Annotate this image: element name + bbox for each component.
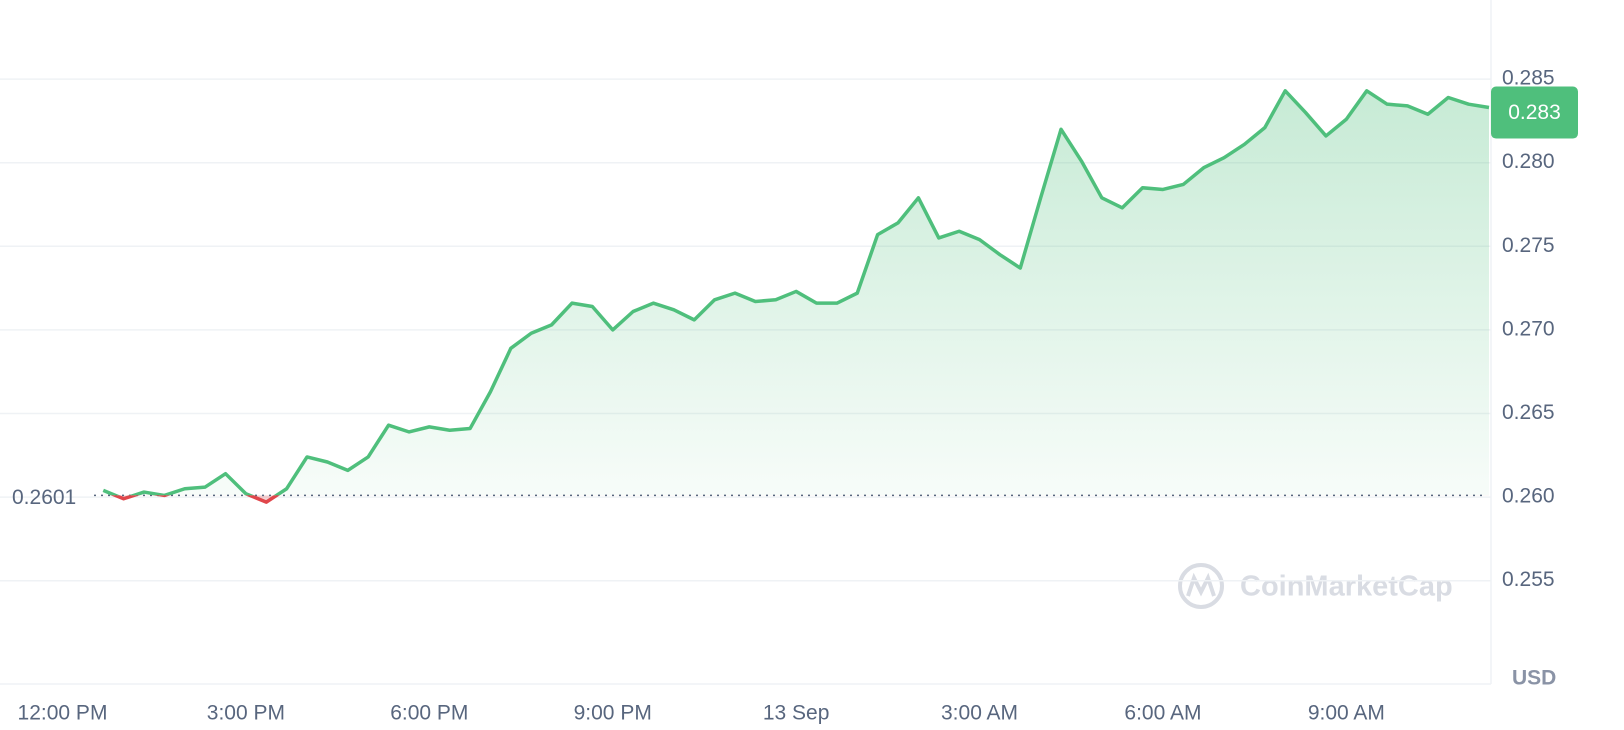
y-tick-label: 0.275 xyxy=(1502,234,1555,257)
baseline-label: 0.2601 xyxy=(12,486,76,509)
watermark-logo xyxy=(1178,563,1224,609)
y-tick-label: 0.260 xyxy=(1502,485,1555,508)
x-tick-label: 12:00 PM xyxy=(18,702,108,725)
watermark-text: CoinMarketCap xyxy=(1240,571,1453,603)
y-tick-label: 0.265 xyxy=(1502,401,1555,424)
x-tick-label: 6:00 AM xyxy=(1124,702,1201,725)
price-tag xyxy=(1491,86,1578,139)
watermark-logo-mark xyxy=(1186,572,1216,597)
area-up xyxy=(103,90,1489,496)
watermark: CoinMarketCap xyxy=(1178,563,1453,609)
x-tick-label: 13 Sep xyxy=(763,702,830,725)
x-tick-label: 3:00 PM xyxy=(207,702,285,725)
y-tick-label: 0.285 xyxy=(1502,67,1555,90)
x-tick-label: 6:00 PM xyxy=(390,702,468,725)
price-tag-label: 0.283 xyxy=(1508,101,1561,124)
y-tick-label: 0.255 xyxy=(1502,568,1555,591)
y-tick-label: 0.270 xyxy=(1502,317,1555,340)
x-tick-label: 9:00 AM xyxy=(1308,702,1385,725)
x-tick-label: 3:00 AM xyxy=(941,702,1018,725)
y-tick-label: 0.280 xyxy=(1502,150,1555,173)
price-line-up xyxy=(102,89,1490,496)
currency-label: USD xyxy=(1512,667,1556,690)
x-tick-label: 9:00 PM xyxy=(574,702,652,725)
